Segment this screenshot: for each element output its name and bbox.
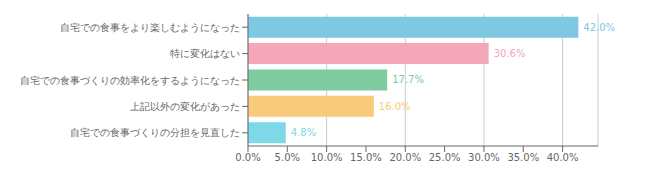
svg-text:30.6%: 30.6%: [494, 48, 526, 59]
svg-text:17.7%: 17.7%: [392, 74, 424, 85]
svg-text:特に変化はない: 特に変化はない: [170, 48, 240, 59]
svg-text:30.0%: 30.0%: [468, 152, 500, 163]
svg-text:4.8%: 4.8%: [291, 127, 316, 138]
svg-text:15.0%: 15.0%: [350, 152, 382, 163]
svg-text:上記以外の変化があった: 上記以外の変化があった: [130, 101, 240, 112]
svg-text:16.0%: 16.0%: [379, 101, 411, 112]
svg-text:5.0%: 5.0%: [275, 152, 300, 163]
svg-text:42.0%: 42.0%: [583, 22, 615, 33]
svg-text:自宅での食事づくりの効率化をするようになった: 自宅での食事づくりの効率化をするようになった: [20, 75, 240, 86]
svg-text:35.0%: 35.0%: [507, 152, 539, 163]
svg-text:20.0%: 20.0%: [389, 152, 421, 163]
svg-text:40.0%: 40.0%: [547, 152, 579, 163]
svg-text:自宅での食事をより楽しむようになった: 自宅での食事をより楽しむようになった: [60, 22, 240, 33]
svg-text:0.0%: 0.0%: [235, 152, 260, 163]
svg-text:25.0%: 25.0%: [429, 152, 461, 163]
svg-text:自宅での食事づくりの分担を見直した: 自宅での食事づくりの分担を見直した: [70, 127, 240, 138]
svg-text:10.0%: 10.0%: [311, 152, 343, 163]
